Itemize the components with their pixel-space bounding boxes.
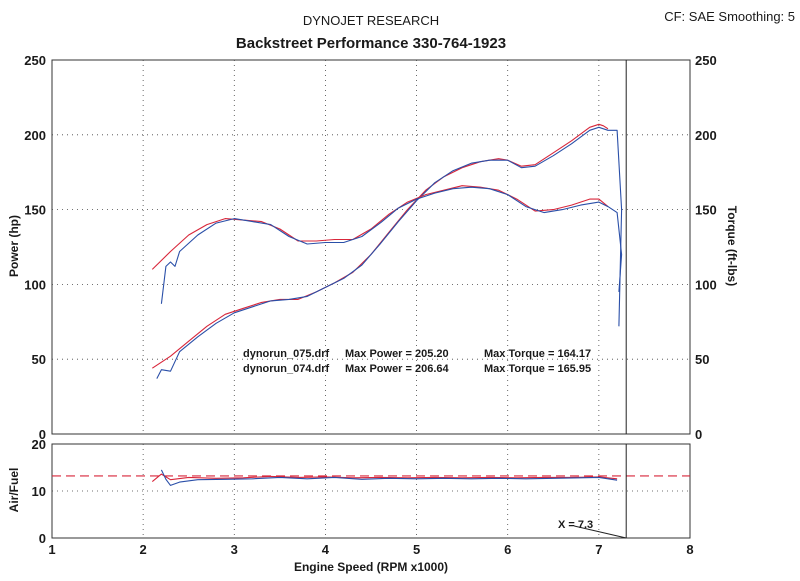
air-fuel-series-line xyxy=(160,469,618,486)
x-tick-label: 7 xyxy=(595,542,602,557)
y-axis-label-power: Power (hp) xyxy=(7,215,21,277)
air-fuel-series-line xyxy=(151,473,618,483)
company-title: DYNOJET RESEARCH xyxy=(303,13,439,28)
plot-frame xyxy=(51,443,691,539)
power-series-line xyxy=(151,123,609,369)
x-axis-label: Engine Speed (RPM x1000) xyxy=(294,560,448,574)
power-series-line xyxy=(156,126,623,379)
y2-tick-label: 200 xyxy=(695,128,717,143)
annotation-file: dynorun_075.drf xyxy=(243,348,330,360)
cursor-readout: X = 7.3 xyxy=(558,519,593,531)
annotation-max-torque: Max Torque = 165.95 xyxy=(484,363,591,375)
x-tick-label: 2 xyxy=(140,542,147,557)
y2-tick-label: 100 xyxy=(695,277,717,292)
annotation-max-torque: Max Torque = 164.17 xyxy=(484,348,591,360)
y-axis-label-torque: Torque (ft-lbs) xyxy=(725,206,739,286)
power-torque-plot: 0 50 100 150 200 250 0 50 100 150 200 250 xyxy=(24,53,716,442)
annotation-max-power: Max Power = 205.20 xyxy=(345,348,449,360)
annotation-file: dynorun_074.drf xyxy=(243,363,330,375)
x-tick-label: 4 xyxy=(322,542,330,557)
annotation-max-power: Max Power = 206.64 xyxy=(345,363,450,375)
x-tick-label: 1 xyxy=(48,542,55,557)
settings-label: CF: SAE Smoothing: 5 xyxy=(664,9,795,24)
x-tick-label: 8 xyxy=(686,542,693,557)
y2-tick-label: 50 xyxy=(695,352,709,367)
y-tick-label: 250 xyxy=(24,53,46,68)
y-tick-label: 150 xyxy=(24,203,46,218)
y-tick-label: 0 xyxy=(39,427,46,442)
cursor-pointer-line xyxy=(574,525,627,539)
y-tick-label: 200 xyxy=(24,128,46,143)
x-tick-label: 6 xyxy=(504,542,511,557)
y-tick-label: 20 xyxy=(32,437,46,452)
y-axis-label-airfuel: Air/Fuel xyxy=(7,468,21,513)
shop-title: Backstreet Performance 330-764-1923 xyxy=(236,35,506,52)
x-tick-label: 5 xyxy=(413,542,420,557)
y2-tick-label: 150 xyxy=(695,203,717,218)
y-tick-label: 50 xyxy=(32,352,46,367)
y2-tick-label: 0 xyxy=(695,427,702,442)
y2-tick-label: 250 xyxy=(695,53,717,68)
air-fuel-plot: 0 10 20 1 2 3 4 5 6 7 8 xyxy=(32,437,694,557)
y-tick-label: 100 xyxy=(24,277,46,292)
plot-frame xyxy=(51,59,691,435)
x-tick-label: 3 xyxy=(231,542,238,557)
y-tick-label: 0 xyxy=(39,531,46,546)
torque-series-line xyxy=(160,186,623,304)
y-tick-label: 10 xyxy=(32,484,46,499)
